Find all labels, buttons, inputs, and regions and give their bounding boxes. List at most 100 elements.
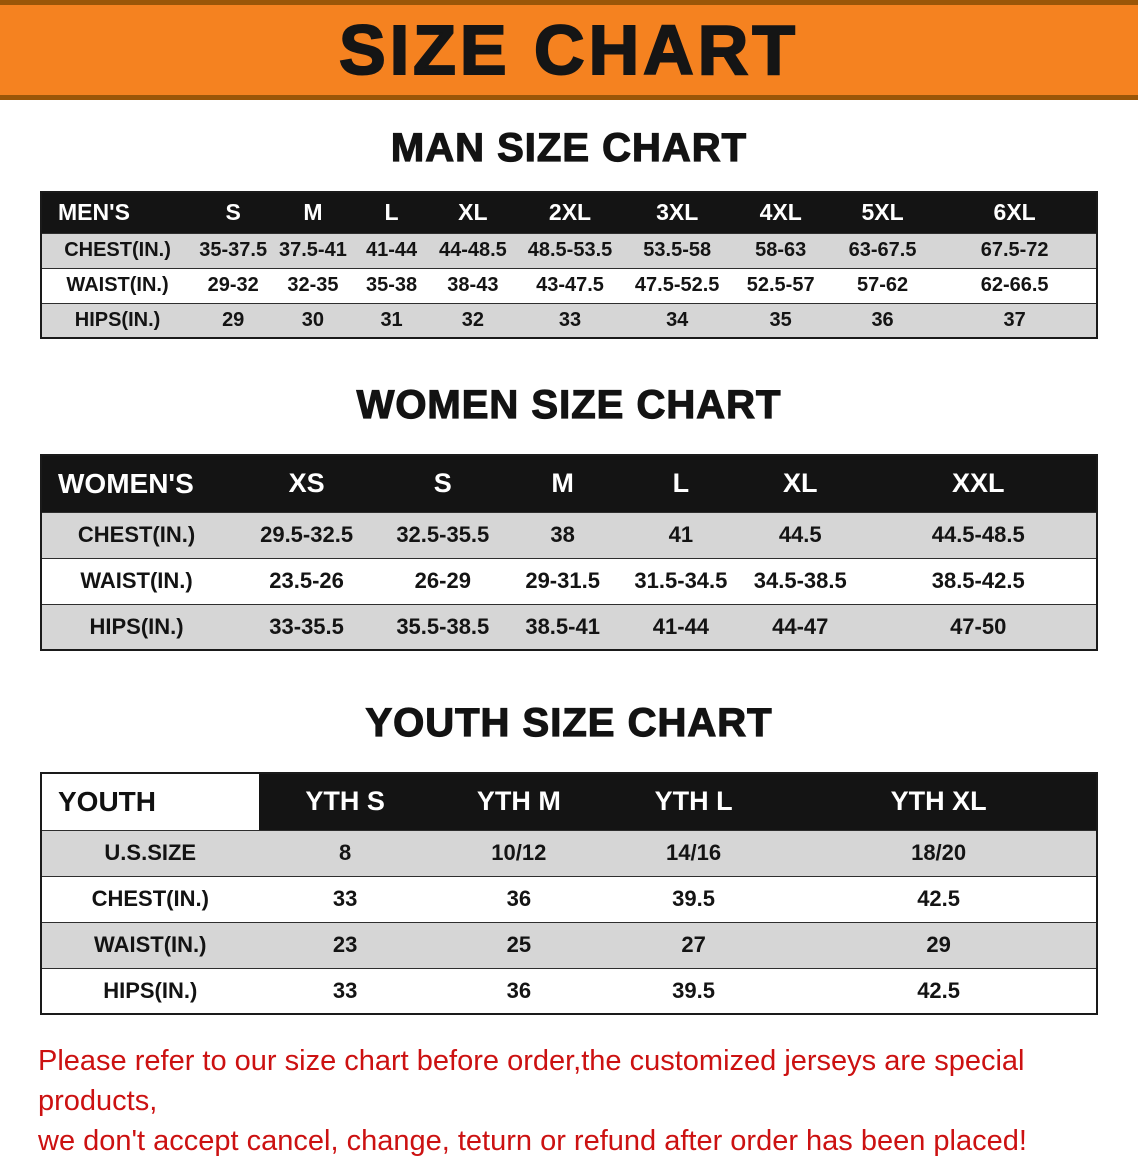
men-section-heading: MAN SIZE CHART <box>390 125 748 170</box>
size-column-header: 2XL <box>515 191 625 234</box>
size-value-cell: 32.5-35.5 <box>382 511 504 559</box>
size-column-header: XL <box>430 191 516 234</box>
size-value-cell: 53.5-58 <box>624 232 730 269</box>
size-value-cell: 14/16 <box>605 829 782 877</box>
size-value-cell: 29.5-32.5 <box>231 511 383 559</box>
size-value-cell: 27 <box>605 921 782 969</box>
table-header-row: WOMEN'S XS S M L XL XXL <box>41 454 1097 513</box>
table-row: U.S.SIZE 8 10/12 14/16 18/20 <box>41 829 1097 877</box>
size-value-cell: 31 <box>352 302 431 339</box>
size-value-cell: 25 <box>431 921 606 969</box>
size-value-cell: 36 <box>431 875 606 923</box>
row-label: CHEST(IN.) <box>41 511 232 559</box>
size-column-header: YTH M <box>431 772 606 831</box>
table-row: HIPS(IN.) 33 36 39.5 42.5 <box>41 967 1097 1015</box>
row-label: CHEST(IN.) <box>41 875 259 923</box>
row-label: HIPS(IN.) <box>41 967 259 1015</box>
size-value-cell: 58-63 <box>729 232 832 269</box>
size-value-cell: 63-67.5 <box>831 232 934 269</box>
table-row: WAIST(IN.) 23 25 27 29 <box>41 921 1097 969</box>
size-value-cell: 35-37.5 <box>193 232 274 269</box>
size-value-cell: 38.5-41 <box>503 603 622 651</box>
size-value-cell: 29 <box>781 921 1097 969</box>
size-column-header: YTH L <box>605 772 782 831</box>
disclaimer-line-1: Please refer to our size chart before or… <box>38 1045 1025 1118</box>
size-value-cell: 42.5 <box>781 967 1097 1015</box>
size-value-cell: 33 <box>258 967 432 1015</box>
size-value-cell: 32 <box>430 302 516 339</box>
section-youth: YOUTH SIZE CHART YOUTH YTH S YTH M YTH L YTH… <box>0 700 1138 1015</box>
size-value-cell: 41-44 <box>352 232 431 269</box>
size-value-cell: 29 <box>193 302 274 339</box>
table-row: CHEST(IN.) 29.5-32.5 32.5-35.5 38 41 44.5 44.5… <box>41 511 1097 559</box>
women-section-heading: WOMEN SIZE CHART <box>356 382 782 427</box>
size-value-cell: 48.5-53.5 <box>515 232 625 269</box>
men-size-table: MEN'S S M L XL 2XL 3XL 4XL 5XL 6XL CHEST(IN.) 35-37… <box>40 191 1098 339</box>
size-value-cell: 39.5 <box>605 967 782 1015</box>
size-value-cell: 30 <box>273 302 353 339</box>
size-value-cell: 44.5 <box>740 511 861 559</box>
size-value-cell: 67.5-72 <box>933 232 1097 269</box>
section-men: MAN SIZE CHART MEN'S S M L XL 2XL 3XL 4XL 5XL 6XL… <box>0 125 1138 339</box>
size-value-cell: 8 <box>258 829 432 877</box>
size-value-cell: 26-29 <box>382 557 504 605</box>
size-value-cell: 62-66.5 <box>933 267 1097 304</box>
size-column-header: L <box>352 191 431 234</box>
size-column-header: M <box>273 191 353 234</box>
size-value-cell: 35 <box>729 302 832 339</box>
size-column-header: L <box>621 454 741 513</box>
size-column-header: M <box>503 454 622 513</box>
table-corner-label: MEN'S <box>41 191 194 234</box>
size-value-cell: 57-62 <box>831 267 934 304</box>
size-value-cell: 37.5-41 <box>273 232 353 269</box>
table-row: HIPS(IN.) 29 30 31 32 33 34 35 36 37 <box>41 302 1097 339</box>
size-value-cell: 44.5-48.5 <box>860 511 1097 559</box>
size-value-cell: 41 <box>621 511 741 559</box>
row-label: U.S.SIZE <box>41 829 259 877</box>
size-value-cell: 41-44 <box>621 603 741 651</box>
size-value-cell: 34.5-38.5 <box>740 557 861 605</box>
size-column-header: XL <box>740 454 861 513</box>
size-value-cell: 52.5-57 <box>729 267 832 304</box>
row-label: WAIST(IN.) <box>41 557 232 605</box>
size-column-header: YTH S <box>258 772 432 831</box>
table-row: CHEST(IN.) 35-37.5 37.5-41 41-44 44-48.5 48.5… <box>41 232 1097 269</box>
size-column-header: XS <box>231 454 383 513</box>
size-value-cell: 38.5-42.5 <box>860 557 1097 605</box>
youth-section-heading: YOUTH SIZE CHART <box>365 700 773 745</box>
row-label: WAIST(IN.) <box>41 921 259 969</box>
size-value-cell: 18/20 <box>781 829 1097 877</box>
disclaimer: Please refer to our size chart before or… <box>0 1041 1138 1161</box>
size-value-cell: 43-47.5 <box>515 267 625 304</box>
size-value-cell: 44-48.5 <box>430 232 516 269</box>
size-value-cell: 32-35 <box>273 267 353 304</box>
size-column-header: S <box>382 454 504 513</box>
size-column-header: XXL <box>860 454 1097 513</box>
banner: SIZE CHART <box>0 0 1138 100</box>
size-value-cell: 38 <box>503 511 622 559</box>
table-corner-label: YOUTH <box>41 772 259 831</box>
section-women: WOMEN SIZE CHART WOMEN'S XS S M L XL XXL CHEST(… <box>0 382 1138 651</box>
size-value-cell: 35.5-38.5 <box>382 603 504 651</box>
table-header-row: YOUTH YTH S YTH M YTH L YTH XL <box>41 772 1097 831</box>
size-value-cell: 34 <box>624 302 730 339</box>
women-size-table: WOMEN'S XS S M L XL XXL CHEST(IN.) 29.5-32.5 32.5… <box>40 454 1098 651</box>
size-value-cell: 42.5 <box>781 875 1097 923</box>
table-row: CHEST(IN.) 33 36 39.5 42.5 <box>41 875 1097 923</box>
size-value-cell: 23 <box>258 921 432 969</box>
size-value-cell: 33-35.5 <box>231 603 383 651</box>
row-label: HIPS(IN.) <box>41 603 232 651</box>
size-column-header: YTH XL <box>781 772 1097 831</box>
size-value-cell: 29-31.5 <box>503 557 622 605</box>
size-column-header: 6XL <box>933 191 1097 234</box>
size-column-header: 3XL <box>624 191 730 234</box>
row-label: WAIST(IN.) <box>41 267 194 304</box>
size-value-cell: 47-50 <box>860 603 1097 651</box>
size-value-cell: 29-32 <box>193 267 274 304</box>
size-value-cell: 33 <box>515 302 625 339</box>
size-column-header: 4XL <box>729 191 832 234</box>
size-value-cell: 38-43 <box>430 267 516 304</box>
row-label: CHEST(IN.) <box>41 232 194 269</box>
size-value-cell: 33 <box>258 875 432 923</box>
